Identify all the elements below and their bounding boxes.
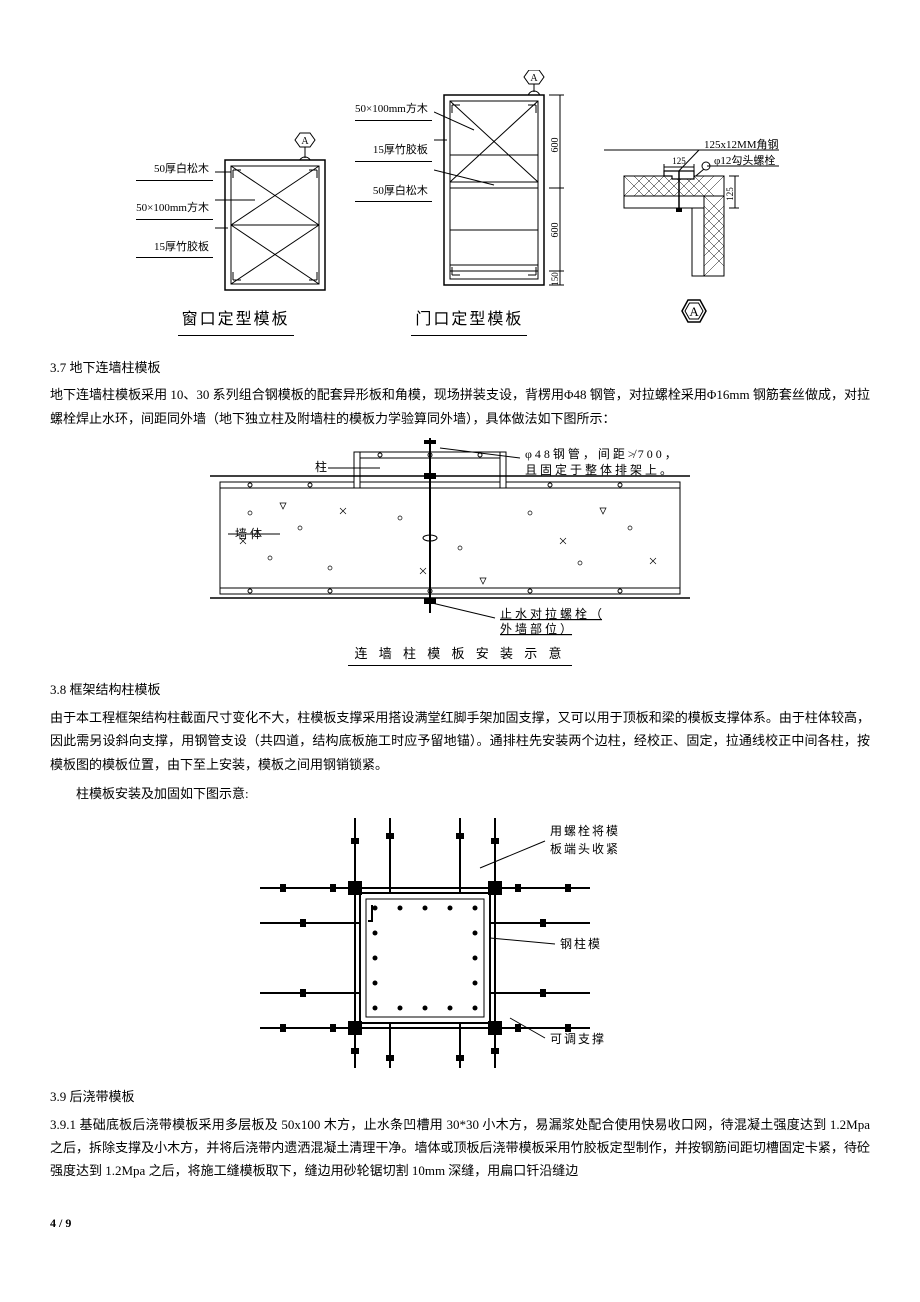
detail-a-figure: 125x12MM角钢 φ12勾头螺栓 [604,136,784,336]
section-3-8-body1: 由于本工程框架结构柱截面尺寸变化不大，柱模板支撑采用搭设满堂红脚手架加固支撑，又… [50,706,870,776]
section-3-7-body: 地下连墙柱模板采用 10、30 系列组合钢模板的配套异形板和角模，现场拼装支设，… [50,383,870,430]
section-3-8-title: 3.8 框架结构柱模板 [50,678,870,701]
fig1-label-1: 50厚白松木 [136,160,213,181]
svg-text:600: 600 [550,223,561,238]
fig3-svg: 125x12MM角钢 φ12勾头螺栓 [604,136,784,336]
column-formwork-figure: 用螺栓将模 板端头收紧 钢柱模 可调支撑 [50,813,870,1073]
fig2-label-1: 50×100mm方木 [355,100,432,121]
svg-text:125x12MM角钢: 125x12MM角钢 [704,138,779,151]
section-3-9-body: 3.9.1 基础底板后浇带模板采用多层板及 50x100 木方，止水条凹槽用 3… [50,1113,870,1183]
svg-text:止 水 对 拉 螺 栓 （: 止 水 对 拉 螺 栓 （ [500,606,602,621]
fig5-svg: 用螺栓将模 板端头收紧 钢柱模 可调支撑 [250,813,670,1073]
fig1-caption: 窗口定型模板 [178,306,294,336]
fig2-svg: A [434,70,584,300]
svg-text:φ12勾头螺栓: φ12勾头螺栓 [714,153,775,167]
fig1-svg: A [215,130,335,300]
fig1-label-2: 50×100mm方木 [136,199,213,220]
page-footer: 4 / 9 [50,1213,870,1235]
wall-column-figure: 柱 墙 体 φ 4 8 钢 管 ， 间 距 ≯ 7 0 0 ， 且 固 定 于 … [50,438,870,666]
fig2-label-2: 15厚竹胶板 [355,141,432,162]
fig2-caption: 门口定型模板 [411,306,527,336]
page-number: 4 [50,1216,56,1230]
svg-text:外 墙 部 位 ）: 外 墙 部 位 ） [500,621,572,636]
svg-text:125: 125 [725,187,735,201]
top-diagrams-row: 50厚白松木 50×100mm方木 15厚竹胶板 A [50,70,870,336]
svg-text:且 固 定 于 整 体 排 架 上 。: 且 固 定 于 整 体 排 架 上 。 [525,462,672,477]
svg-text:150: 150 [550,272,560,286]
svg-text:A: A [301,136,309,147]
fig1-label-3: 15厚竹胶板 [136,238,213,259]
door-formwork-figure: 50×100mm方木 15厚竹胶板 50厚白松木 A [355,70,584,336]
svg-text:钢柱模: 钢柱模 [560,936,602,951]
page-total: 9 [65,1216,71,1230]
svg-text:φ 4 8 钢 管 ， 间 距 ≯ 7 0 0 ，: φ 4 8 钢 管 ， 间 距 ≯ 7 0 0 ， [525,446,677,461]
window-formwork-figure: 50厚白松木 50×100mm方木 15厚竹胶板 A [136,130,335,336]
fig4-caption: 连 墙 柱 模 板 安 装 示 意 [348,642,571,666]
section-3-9-title: 3.9 后浇带模板 [50,1085,870,1108]
svg-text:125: 125 [672,156,686,166]
fig4-svg: 柱 墙 体 φ 4 8 钢 管 ， 间 距 ≯ 7 0 0 ， 且 固 定 于 … [180,438,740,638]
svg-text:A: A [689,304,699,319]
svg-text:板端头收紧: 板端头收紧 [550,842,620,856]
fig2-label-3: 50厚白松木 [355,182,432,203]
section-3-8-body2: 柱模板安装及加固如下图示意: [50,782,870,805]
svg-text:用螺栓将模: 用螺栓将模 [550,823,620,838]
svg-text:柱: 柱 [315,459,327,474]
svg-text:A: A [530,73,538,84]
svg-text:600: 600 [550,138,561,153]
svg-text:可调支撑: 可调支撑 [550,1031,606,1046]
section-3-7-title: 3.7 地下连墙柱模板 [50,356,870,379]
